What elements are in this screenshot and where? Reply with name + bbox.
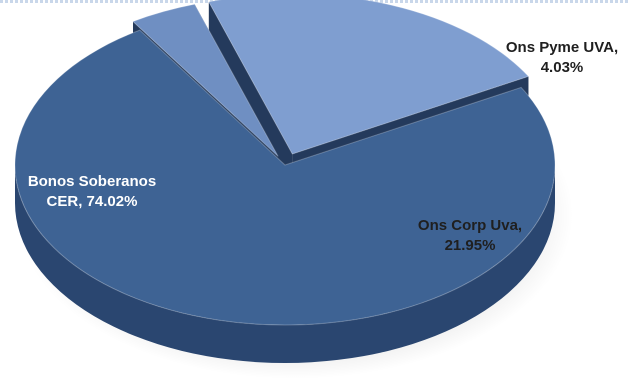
slice-label: Ons Corp Uva, 21.95% — [418, 217, 522, 254]
slice-label-line: 21.95% — [445, 237, 496, 254]
slice-label: Ons Pyme UVA, 4.03% — [506, 39, 618, 76]
slice-label-line: Bonos Soberanos — [28, 173, 156, 190]
pie-slice-side — [15, 165, 555, 363]
slice-label-line: CER, 74.02% — [47, 193, 138, 210]
slice-label: Bonos Soberanos CER, 74.02% — [28, 173, 156, 210]
pie-slice — [132, 3, 279, 157]
slice-label-line: Ons Corp Uva, — [418, 217, 522, 234]
pie-slice — [14, 29, 556, 326]
slice-label-line: 4.03% — [541, 59, 584, 76]
slice-label-line: Ons Pyme UVA, — [506, 39, 618, 56]
pie-slice — [208, 0, 530, 155]
